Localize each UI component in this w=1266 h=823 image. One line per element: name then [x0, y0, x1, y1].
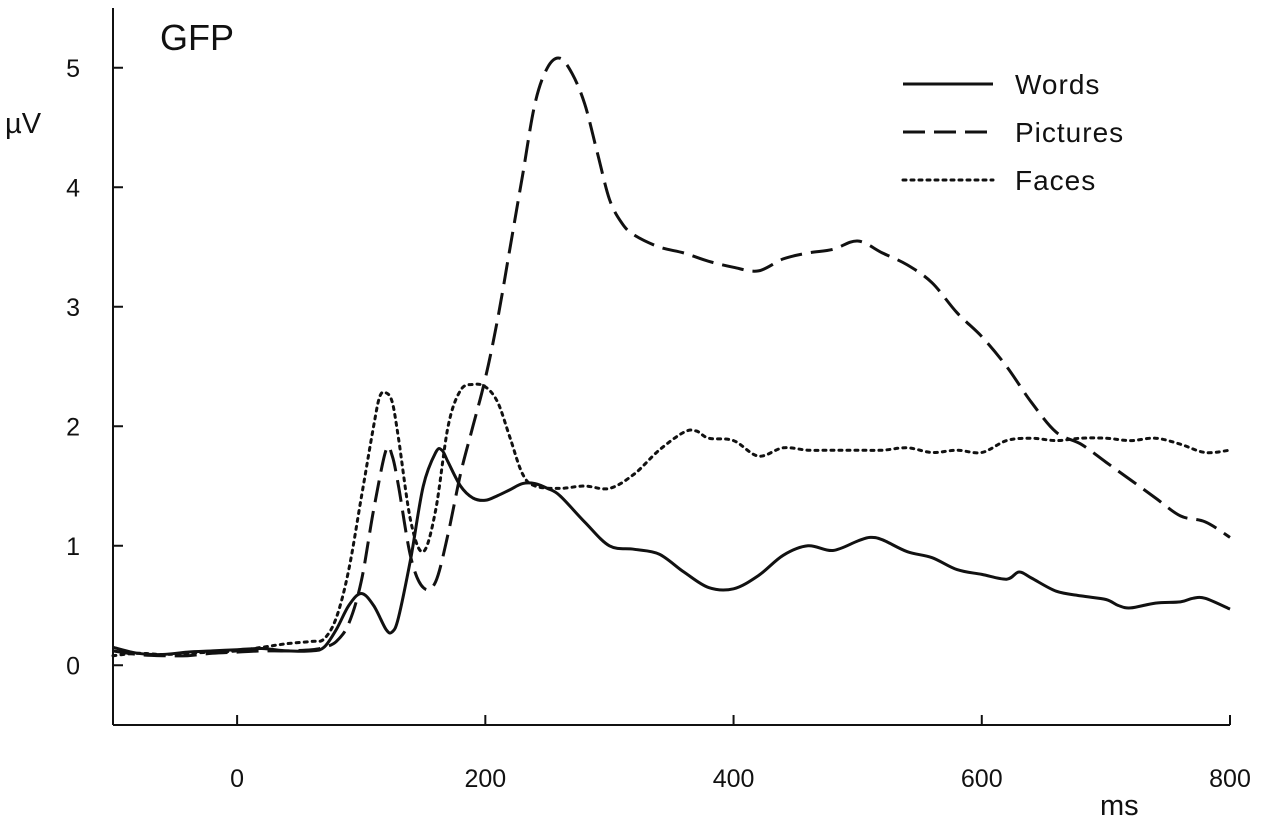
y-tick-label: 5 [66, 55, 80, 83]
y-axis-title: µV [5, 108, 42, 140]
x-tick-label: 800 [1209, 765, 1251, 793]
x-tick-label: 600 [961, 765, 1003, 793]
series-line-faces [111, 382, 1232, 658]
legend-label-words: Words [1015, 69, 1100, 100]
x-axis-title: ms [1100, 790, 1139, 822]
y-tick-label: 2 [66, 413, 80, 441]
legend-label-faces: Faces [1015, 165, 1096, 196]
chart-title: GFP [160, 17, 234, 58]
x-tick-label: 0 [230, 765, 244, 793]
legend: Words Pictures Faces [901, 69, 1124, 196]
y-tick-label: 4 [66, 174, 80, 202]
y-tick-label: 3 [66, 294, 80, 322]
series-layer [111, 56, 1232, 658]
y-tick-label: 1 [66, 533, 80, 561]
series-line-words [112, 447, 1231, 657]
axes: 0 1 2 3 4 5 0 200 400 600 800 [66, 8, 1251, 793]
x-tick-label: 200 [464, 765, 506, 793]
series-line-pictures [112, 56, 1231, 658]
x-tick-label: 400 [713, 765, 755, 793]
legend-label-pictures: Pictures [1015, 117, 1124, 148]
y-tick-label: 0 [66, 652, 80, 680]
